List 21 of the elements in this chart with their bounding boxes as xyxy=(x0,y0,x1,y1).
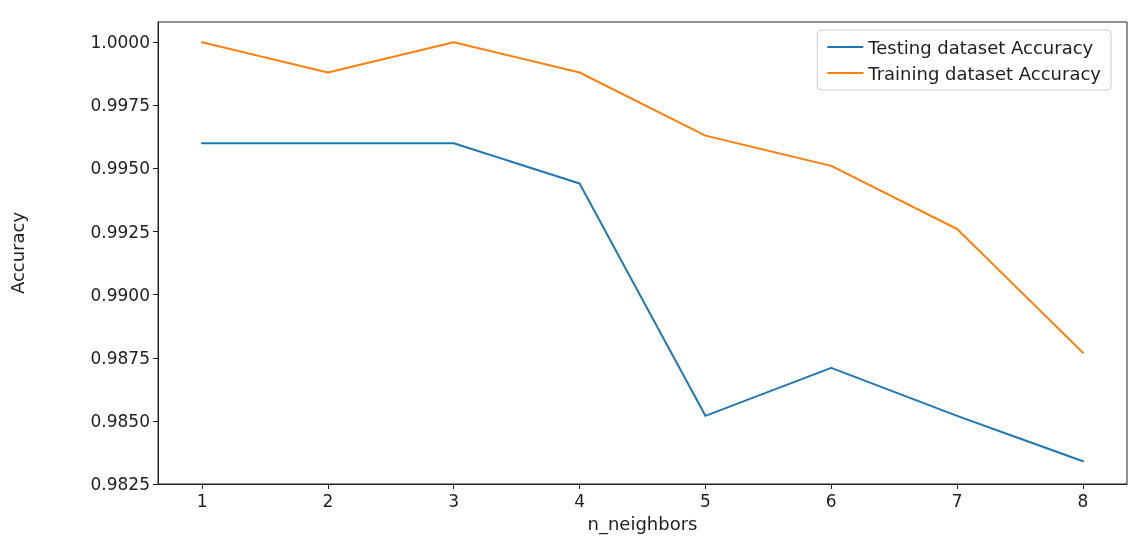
y-tick-label: 0.9850 xyxy=(90,410,150,431)
legend-label: Training dataset Accuracy xyxy=(867,62,1102,84)
y-tick-label: 0.9925 xyxy=(90,221,150,242)
x-axis-title: n_neighbors xyxy=(587,512,698,535)
y-tick-label: 0.9825 xyxy=(90,474,150,494)
x-tick-label: 1 xyxy=(196,490,208,511)
x-tick-label: 7 xyxy=(951,490,963,511)
x-tick-label: 2 xyxy=(322,490,334,511)
y-axis-title: Accuracy xyxy=(6,211,28,295)
x-tick-label: 4 xyxy=(574,490,585,511)
y-tick-label: 1.0000 xyxy=(90,32,150,53)
y-tick-label: 0.9950 xyxy=(90,158,150,179)
line-series xyxy=(201,142,1084,463)
x-tick-label: 8 xyxy=(1077,490,1089,511)
y-tick-label: 0.9875 xyxy=(90,347,150,368)
y-tick-label: 0.9900 xyxy=(90,284,150,305)
y-tick-label: 0.9975 xyxy=(90,95,150,116)
x-tick-label: 5 xyxy=(700,490,711,511)
x-tick-label: 6 xyxy=(825,490,837,511)
legend-label: Testing dataset Accuracy xyxy=(867,36,1094,58)
x-tick-label: 3 xyxy=(448,490,460,511)
